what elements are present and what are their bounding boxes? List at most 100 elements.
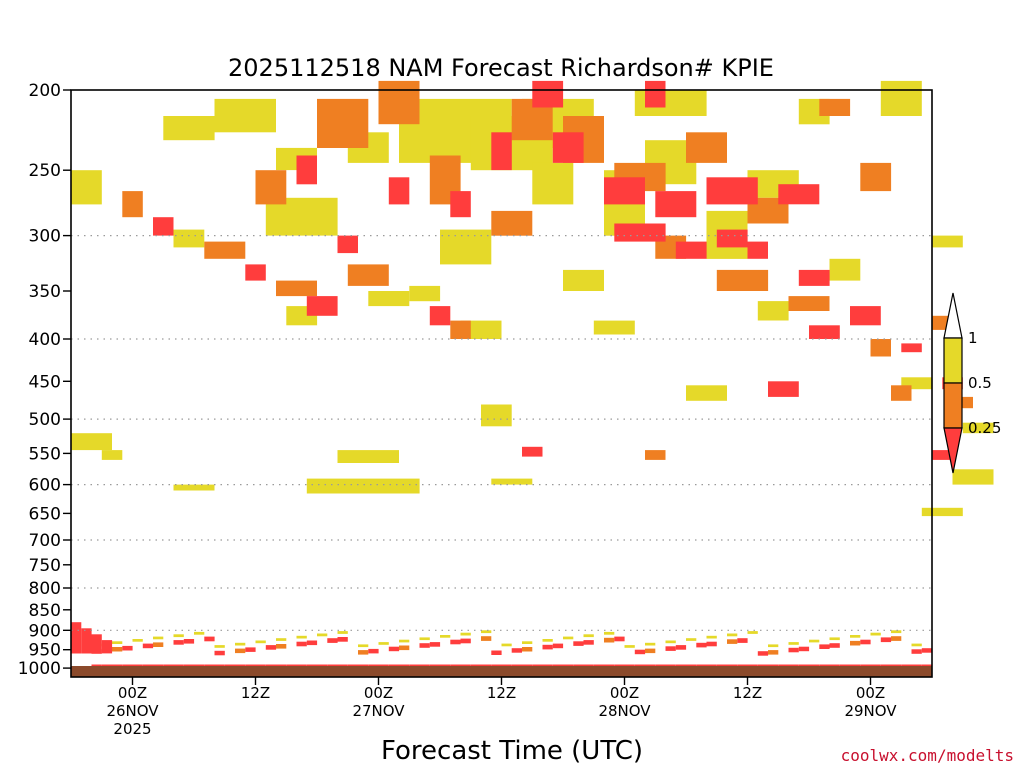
ri-cell-red (788, 647, 799, 653)
y-tick-label: 700 (29, 531, 61, 551)
ri-cell-orange (860, 162, 892, 192)
x-tick-label: 29NOV (844, 702, 897, 720)
ri-cell-red (850, 640, 861, 646)
legend-top-triangle (943, 292, 963, 339)
ri-cell-orange (204, 241, 246, 259)
ri-cell-red (532, 80, 564, 108)
ri-cell-red (716, 229, 748, 248)
x-tick-label: 26NOV (106, 702, 159, 720)
ri-cell-yellow (932, 235, 963, 248)
ri-cell-orange (645, 450, 666, 460)
credit-text: coolwx.com/modelts (841, 746, 1014, 765)
color-legend: 1 0.5 0.25 (943, 292, 1001, 474)
ri-cell-yellow (337, 450, 399, 463)
ri-cell-orange (491, 210, 533, 236)
ri-cell-yellow (409, 285, 441, 302)
ri-cell-red (552, 643, 564, 649)
y-tick-label: 650 (29, 504, 61, 524)
ri-cell-red (245, 264, 266, 281)
ri-cell-yellow (952, 469, 994, 485)
richardson-cells (71, 80, 994, 674)
ri-cell-red (112, 647, 123, 652)
ri-cell-yellow (235, 642, 246, 646)
ri-cell-yellow (645, 642, 656, 646)
ri-cell-red (173, 640, 184, 645)
ri-cell-orange (276, 280, 317, 297)
ri-cell-red (573, 641, 584, 646)
ri-cell-yellow (71, 170, 102, 205)
y-tick-label: 400 (29, 330, 61, 350)
ri-cell-yellow (768, 644, 779, 648)
ri-cell-red (634, 649, 646, 655)
ri-cell-yellow (604, 631, 615, 635)
ri-cell-red (932, 450, 953, 460)
ri-cell-yellow (481, 630, 492, 634)
legend-label: 0.5 (968, 374, 992, 392)
ri-cell-yellow (368, 291, 410, 307)
ri-cell-red (388, 177, 410, 205)
x-tick-label: 00Z (856, 684, 885, 702)
ri-cell-yellow (686, 385, 727, 401)
x-tick-label: 00Z (364, 684, 393, 702)
ri-cell-yellow (440, 229, 492, 265)
ri-cell-yellow (419, 637, 430, 641)
ground-band (71, 666, 932, 677)
ri-cell-red (604, 637, 615, 643)
ri-cell-red (614, 223, 666, 242)
ri-cell-red (604, 177, 645, 205)
ri-cell-orange (122, 191, 143, 218)
ri-cell-red (829, 643, 840, 648)
ground-layer (71, 666, 932, 677)
ri-cell-yellow (112, 641, 123, 644)
ri-cell-yellow (624, 645, 635, 648)
ri-cell-orange (819, 98, 851, 116)
ri-cell-orange (686, 132, 727, 163)
ri-cell-red (450, 191, 471, 218)
ri-cell-yellow (501, 643, 512, 647)
y-tick-label: 850 (29, 601, 61, 621)
ri-cell-yellow (491, 478, 533, 485)
ri-cell-red (71, 622, 82, 654)
ri-cell-red (204, 636, 215, 642)
ri-cell-yellow (532, 162, 574, 205)
ri-cell-red (296, 155, 317, 185)
ri-cell-red (522, 647, 533, 652)
ri-cell-red (481, 636, 492, 641)
y-tick-label: 500 (29, 410, 61, 430)
ri-cell-yellow (522, 641, 533, 644)
ri-cell-red (460, 638, 471, 644)
ri-cell-red (675, 241, 707, 259)
ri-cell-orange (450, 320, 471, 339)
ri-cell-red (542, 644, 553, 650)
ri-cell-red (665, 646, 676, 651)
legend-swatch-orange (943, 382, 963, 429)
ri-cell-yellow (358, 644, 369, 648)
ri-cell-yellow (173, 229, 205, 248)
ri-cell-red (358, 650, 369, 655)
ri-cell-red (245, 647, 256, 652)
ri-cell-yellow (481, 404, 512, 427)
ri-cell-red (153, 217, 174, 236)
ri-cell-yellow (440, 635, 451, 638)
ri-cell-yellow (747, 631, 758, 634)
ri-cell-red (153, 642, 164, 647)
y-tick-label: 450 (29, 372, 61, 392)
ri-cell-yellow (829, 258, 861, 281)
ri-cell-red (265, 645, 277, 650)
y-tick-label: 1000 (18, 659, 61, 679)
ri-cell-yellow (593, 320, 635, 335)
ri-cell-orange (347, 264, 389, 286)
ri-cell-red (860, 639, 871, 645)
ri-cell-red (214, 650, 225, 656)
ri-cell-red (901, 343, 922, 353)
y-tick-label: 750 (29, 556, 61, 576)
ri-cell-red (276, 644, 287, 649)
ri-cell-yellow (460, 632, 471, 636)
ri-cell-yellow (378, 642, 389, 645)
x-tick-label: 2025 (113, 720, 151, 738)
y-tick-label: 300 (29, 227, 61, 247)
ri-cell-red (727, 639, 738, 644)
y-tick-label: 800 (29, 579, 61, 599)
